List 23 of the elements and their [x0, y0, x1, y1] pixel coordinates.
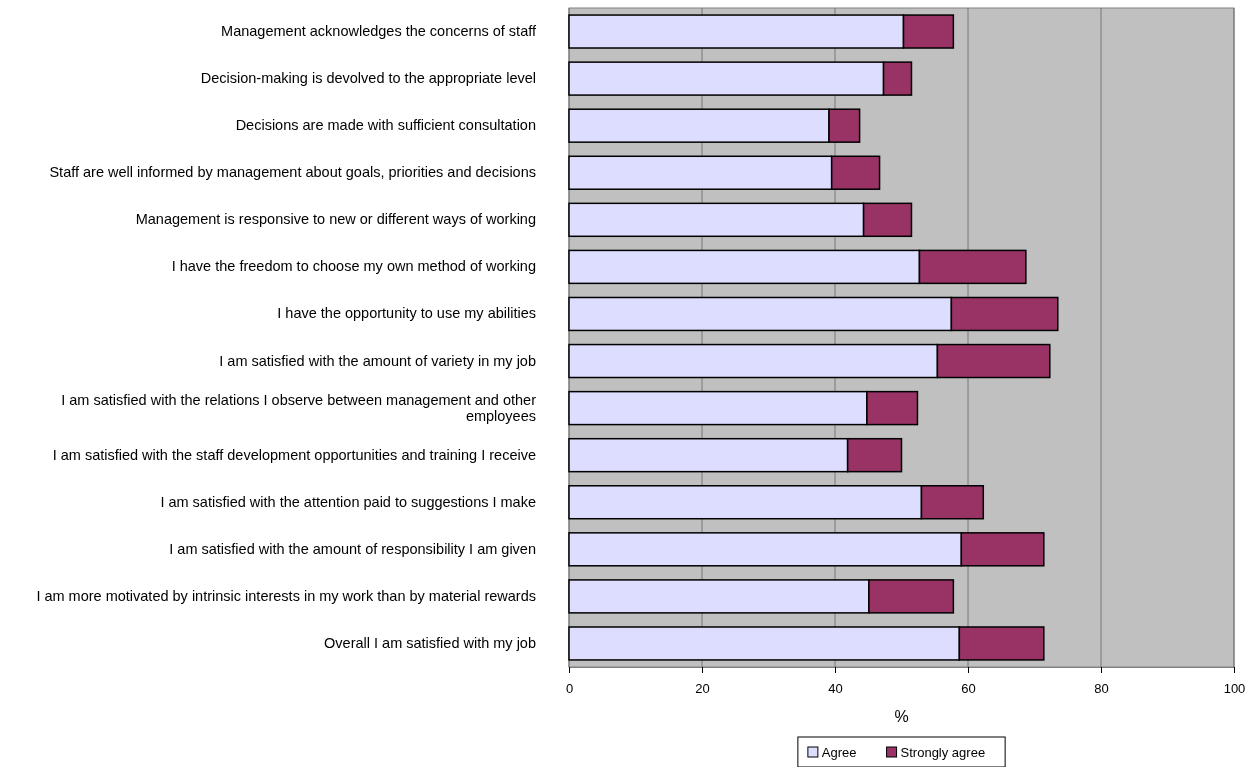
y-tick-label: I have the freedom to choose my own method of working [171, 258, 536, 275]
x-tick-label: 40 [828, 680, 843, 696]
y-tick-label: I am more motivated by intrinsic interests in my work than by material rewards [36, 587, 536, 604]
x-tick-label: 60 [961, 680, 976, 696]
y-tick-label: I am satisfied with the amount of responsibility I am given [169, 540, 536, 557]
y-tick-label: I am satisfied with the amount of variety in my job [219, 352, 536, 369]
y-tick-label: I have the opportunity to use my abilities [277, 305, 536, 322]
y-tick-label: I am satisfied with the attention paid to suggestions I make [160, 493, 536, 510]
y-tick-label: I am satisfied with the relations I observe between management and other employees [61, 391, 537, 424]
y-tick-label: Staff are well informed by management about goals, priorities and decisions [49, 164, 536, 181]
y-tick-label: Overall I am satisfied with my job [324, 634, 536, 651]
y-tick-label: Decision-making is devolved to the appropriate level [200, 70, 536, 87]
x-tick-label: 0 [565, 680, 574, 696]
x-axis-title: % [894, 708, 909, 725]
y-tick-label: Management acknowledges the concerns of staff [221, 23, 537, 40]
legend-label: Strongly agree [900, 745, 986, 760]
x-tick-label: 100 [1223, 680, 1246, 696]
legend-label: Agree [821, 745, 857, 760]
y-tick-label: Decisions are made with sufficient consultation [235, 117, 536, 134]
y-tick-label: I am satisfied with the staff development opportunities and training I receive [52, 446, 536, 463]
x-tick-label: 80 [1094, 680, 1109, 696]
x-tick-label: 20 [695, 680, 710, 696]
y-tick-label: Management is responsive to new or different ways of working [135, 211, 536, 228]
